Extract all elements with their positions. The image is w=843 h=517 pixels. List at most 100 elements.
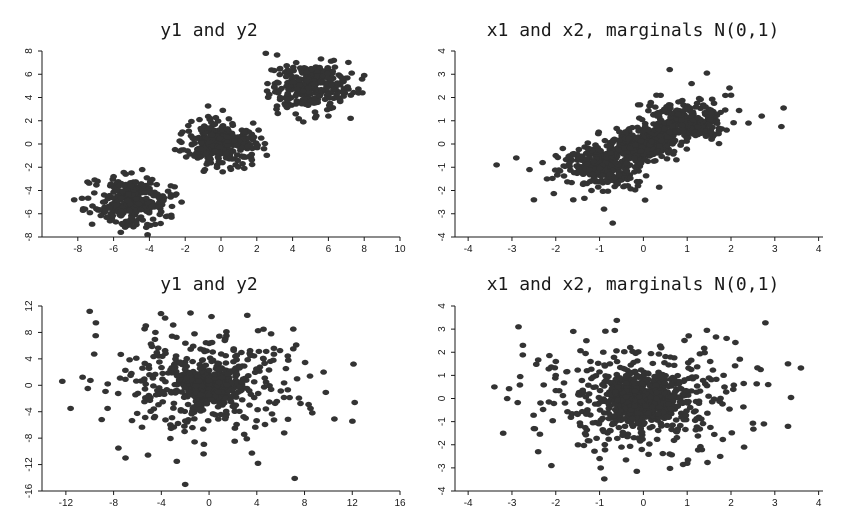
scatter-point: [592, 384, 599, 390]
scatter-point: [707, 424, 714, 431]
scatter-point: [614, 397, 621, 404]
scatter-point: [621, 145, 628, 151]
x-tick-label: -2: [551, 498, 560, 509]
scatter-point: [147, 188, 154, 194]
scatter-point: [591, 448, 598, 454]
scatter-point: [92, 320, 100, 326]
scatter-point: [764, 381, 772, 388]
scatter-point: [326, 100, 334, 107]
scatter-point: [576, 169, 584, 175]
scatter-point: [569, 197, 577, 203]
scatter-point: [261, 140, 269, 147]
scatter-point: [530, 197, 538, 203]
scatter-point: [167, 183, 175, 189]
scatter-point: [270, 351, 278, 357]
scatter-point: [185, 389, 192, 395]
scatter-point: [169, 322, 177, 328]
scatter-point: [682, 399, 690, 405]
scatter-point: [181, 423, 188, 429]
scatter-point: [308, 410, 316, 416]
y-tick-label: 0: [24, 382, 35, 388]
scatter-point: [250, 379, 258, 385]
scatter-point: [149, 375, 157, 381]
scatter-point: [151, 413, 159, 420]
scatter-point: [692, 104, 700, 110]
scatter-point: [128, 170, 135, 176]
scatter-point: [213, 164, 221, 171]
y-tick-label: -3: [437, 209, 448, 218]
scatter-point: [141, 190, 149, 196]
x-tick-label: 4: [816, 244, 822, 255]
scatter-point: [669, 123, 677, 129]
x-tick-label: 0: [641, 244, 647, 255]
scatter-point: [631, 403, 638, 409]
scatter-point: [153, 181, 161, 188]
scatter-point: [222, 408, 230, 414]
scatter-point: [607, 150, 615, 156]
scatter-point: [262, 50, 270, 56]
scatter-point: [705, 393, 712, 399]
scatter-point: [704, 410, 711, 416]
scatter-point: [642, 173, 650, 179]
scatter-point: [639, 381, 646, 387]
scatter-point: [644, 158, 652, 165]
scatter-point: [173, 381, 181, 387]
scatter-point: [685, 333, 693, 339]
scatter-point: [581, 195, 588, 201]
scatter-point: [575, 392, 583, 398]
y-tick-label: 3: [437, 71, 448, 77]
scatter-point: [601, 363, 609, 369]
x-tick-label: -12: [59, 498, 74, 509]
scatter-point: [349, 418, 356, 424]
scatter-point: [90, 351, 98, 357]
scatter-point: [534, 357, 542, 363]
scatter-point: [706, 358, 714, 365]
scatter-point: [615, 147, 623, 153]
scatter-point: [118, 220, 126, 227]
scatter-point: [195, 378, 203, 384]
scatter-point: [599, 415, 606, 421]
scatter-point: [333, 80, 341, 86]
scatter-point: [289, 326, 297, 332]
scatter-point: [645, 108, 652, 114]
scatter-point: [653, 92, 660, 98]
y-tick-label: 2: [24, 118, 35, 124]
scatter-point: [359, 90, 366, 96]
scatter-point: [269, 357, 277, 363]
scatter-point: [615, 171, 623, 178]
scatter-point: [304, 102, 312, 109]
scatter-point: [225, 116, 233, 122]
scatter-point: [215, 366, 223, 372]
scatter-point: [114, 390, 122, 397]
y-tick-label: -1: [437, 162, 448, 171]
scatter-point: [626, 443, 634, 449]
scatter-point: [89, 203, 96, 209]
scatter-point: [583, 368, 591, 374]
scatter-point: [254, 142, 261, 148]
scatter-point: [673, 107, 681, 113]
scatter-point: [280, 394, 288, 401]
scatter-point: [723, 127, 730, 133]
scatter-point: [201, 166, 209, 173]
scatter-point: [355, 86, 362, 92]
y-tick-label: -2: [437, 440, 448, 449]
scatter-point: [229, 133, 237, 139]
scatter-point: [679, 391, 687, 398]
scatter-point: [127, 372, 134, 379]
scatter-point: [712, 376, 720, 382]
x-tick-label: -8: [109, 498, 118, 509]
scatter-point: [177, 407, 185, 413]
scatter-point: [719, 436, 727, 443]
y-tick-label: 1: [437, 372, 448, 378]
scatter-point: [797, 365, 805, 371]
scatter-point: [729, 386, 737, 393]
scatter-point: [234, 157, 242, 164]
scatter-point: [635, 128, 643, 134]
scatter-point: [570, 170, 578, 176]
scatter-point: [212, 393, 219, 400]
scatter-point: [700, 345, 708, 351]
scatter-point: [211, 375, 219, 381]
scatter-point: [216, 333, 223, 339]
scatter-point: [735, 107, 743, 114]
scatter-point: [338, 75, 346, 81]
